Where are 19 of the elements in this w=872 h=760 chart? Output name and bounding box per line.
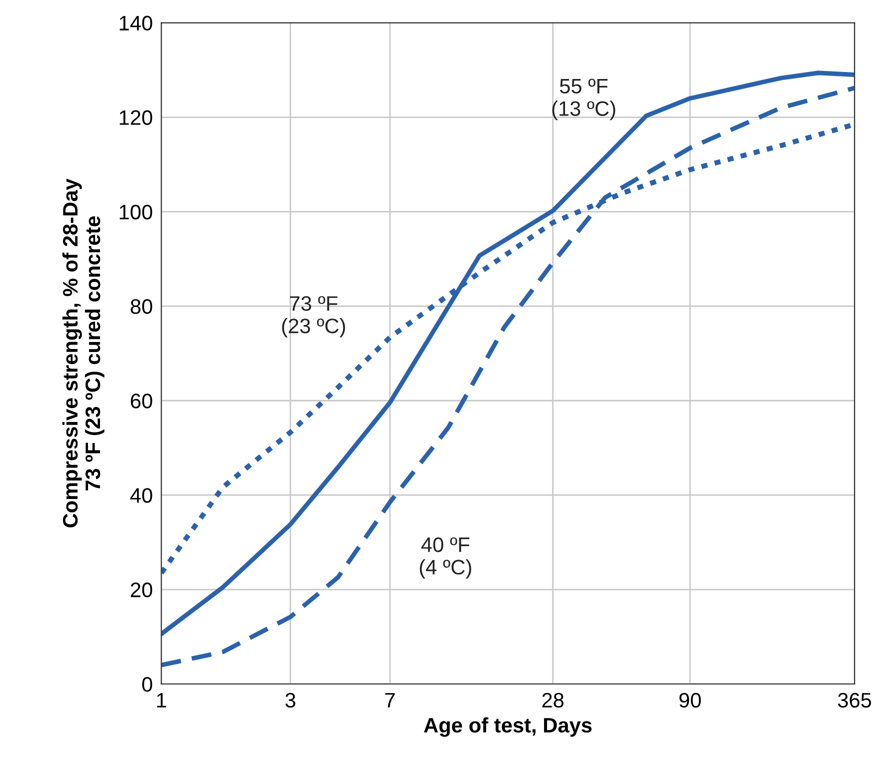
y-tick-label: 100 [120, 204, 152, 220]
x-axis-title: Age of test, Days [424, 717, 592, 737]
x-tick-label: 90 [679, 692, 701, 708]
y-tick-label: 0 [142, 677, 152, 692]
y-tick-label: 60 [130, 394, 152, 408]
y-axis-title: Compressive strength, % of 28-Day 73 ºF (23 ºC) cured concrete [62, 178, 104, 528]
series-label: 55 ºF (13 ºC) [552, 78, 616, 120]
x-tick-label: 3 [285, 692, 296, 708]
x-tick-label: 365 [838, 692, 872, 708]
series-label: 73 ºF (23 ºC) [282, 296, 346, 338]
y-tick-label: 120 [120, 110, 152, 126]
y-tick-label: 80 [130, 299, 152, 314]
x-tick-label: 7 [385, 693, 395, 708]
x-tick-label: 1 [157, 693, 166, 708]
y-tick-label: 40 [130, 488, 152, 503]
x-tick-label: 28 [542, 692, 564, 708]
y-tick-label: 20 [130, 582, 152, 598]
text: 40 ºF (4 ºC) [420, 537, 472, 579]
y-tick-label: 140 [120, 16, 152, 31]
